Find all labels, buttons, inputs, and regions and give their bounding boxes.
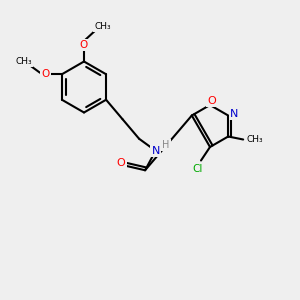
Text: N: N bbox=[152, 146, 160, 156]
Text: N: N bbox=[230, 109, 238, 119]
Text: O: O bbox=[80, 40, 88, 50]
Text: O: O bbox=[207, 95, 216, 106]
Text: H: H bbox=[162, 140, 170, 150]
Text: Cl: Cl bbox=[193, 164, 203, 174]
Text: CH₃: CH₃ bbox=[16, 57, 32, 66]
Text: CH₃: CH₃ bbox=[246, 135, 263, 144]
Text: O: O bbox=[117, 158, 125, 168]
Text: O: O bbox=[41, 69, 50, 79]
Text: CH₃: CH₃ bbox=[94, 22, 111, 31]
